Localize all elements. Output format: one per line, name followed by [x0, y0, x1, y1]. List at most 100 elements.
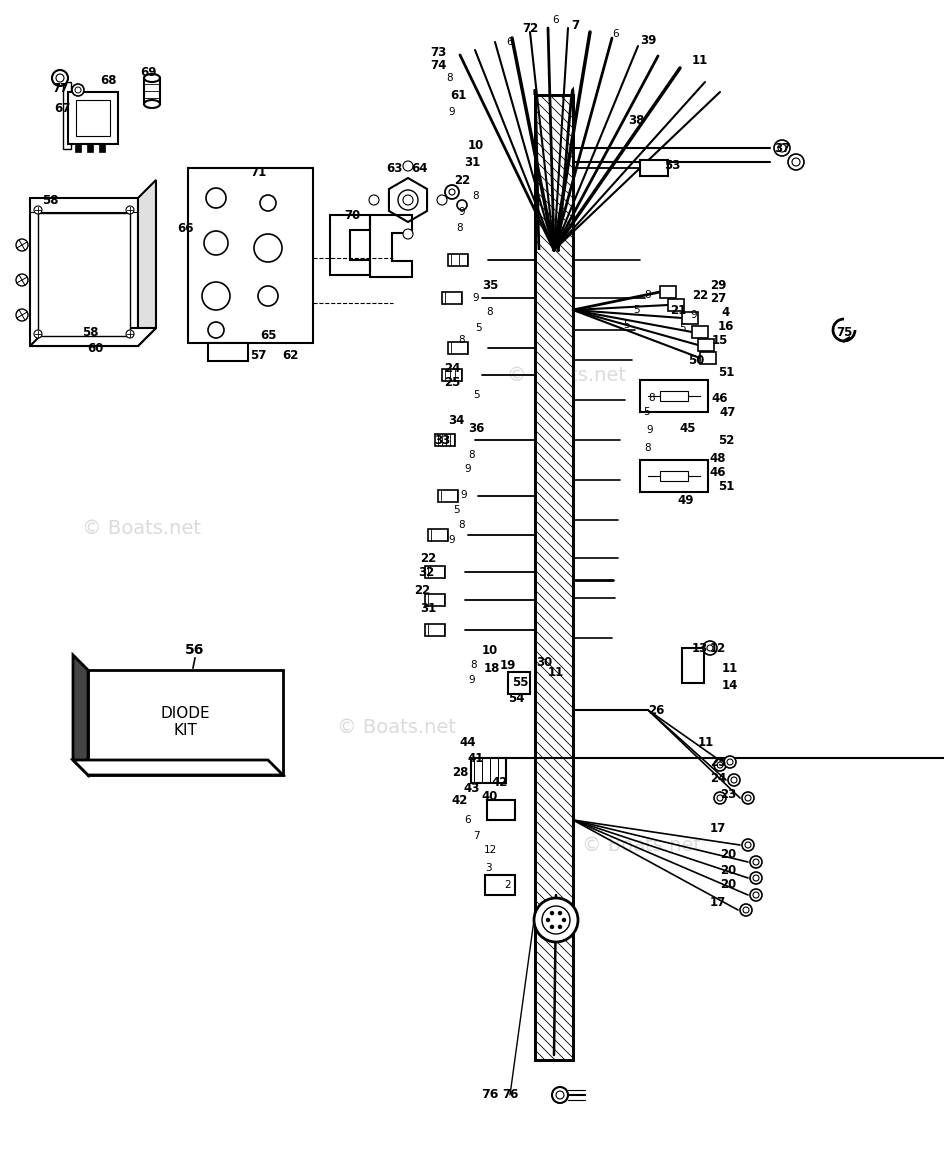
- Text: 58: 58: [42, 194, 59, 207]
- Text: 3: 3: [484, 863, 491, 873]
- Text: 20: 20: [720, 878, 736, 891]
- Circle shape: [724, 756, 736, 768]
- Text: 7: 7: [473, 831, 480, 841]
- Circle shape: [403, 195, 413, 205]
- Text: 40: 40: [481, 789, 498, 803]
- Text: 75: 75: [835, 325, 852, 338]
- Bar: [448, 254, 468, 266]
- Text: 76: 76: [502, 1088, 518, 1101]
- Bar: [425, 566, 445, 578]
- Text: 49: 49: [678, 493, 694, 506]
- Text: 5: 5: [453, 505, 460, 515]
- Text: 46: 46: [712, 391, 728, 405]
- Circle shape: [714, 792, 726, 804]
- Circle shape: [254, 234, 282, 262]
- Text: 8: 8: [645, 290, 651, 301]
- Text: 69: 69: [140, 66, 157, 79]
- Text: 47: 47: [720, 405, 736, 418]
- Text: 9: 9: [448, 535, 455, 545]
- Text: 67: 67: [54, 101, 70, 115]
- Text: 39: 39: [640, 34, 656, 47]
- Circle shape: [745, 795, 751, 801]
- Circle shape: [753, 892, 759, 898]
- Circle shape: [743, 908, 749, 913]
- Circle shape: [126, 330, 134, 338]
- Polygon shape: [30, 328, 156, 346]
- Bar: [668, 299, 684, 311]
- Circle shape: [72, 85, 84, 96]
- Circle shape: [16, 239, 28, 251]
- Text: 22: 22: [413, 583, 430, 596]
- Text: 9: 9: [464, 464, 471, 474]
- Text: 29: 29: [710, 278, 726, 291]
- Text: 74: 74: [430, 59, 447, 72]
- Bar: [435, 434, 455, 446]
- Text: 11: 11: [548, 666, 565, 679]
- Bar: [640, 160, 668, 176]
- Text: 36: 36: [468, 421, 484, 434]
- Text: 56: 56: [185, 643, 205, 657]
- Circle shape: [16, 274, 28, 286]
- Circle shape: [556, 1091, 564, 1099]
- Circle shape: [552, 1087, 568, 1104]
- Bar: [692, 326, 708, 338]
- Text: 18: 18: [484, 661, 500, 675]
- Circle shape: [753, 859, 759, 865]
- Circle shape: [534, 898, 578, 942]
- Text: 63: 63: [386, 162, 402, 175]
- Text: 61: 61: [449, 88, 466, 101]
- Text: 66: 66: [177, 222, 194, 235]
- Circle shape: [208, 322, 224, 338]
- Text: 24: 24: [710, 771, 726, 784]
- Circle shape: [753, 875, 759, 880]
- Text: 46: 46: [710, 466, 726, 479]
- Text: 2: 2: [505, 880, 512, 890]
- Text: 17: 17: [710, 896, 726, 909]
- Circle shape: [542, 906, 570, 935]
- Bar: [144, 77, 160, 104]
- Text: 52: 52: [717, 433, 734, 446]
- Text: 42: 42: [452, 794, 468, 807]
- Bar: [700, 352, 716, 364]
- Text: 68: 68: [100, 74, 116, 87]
- Text: 19: 19: [499, 659, 516, 672]
- Circle shape: [788, 154, 804, 170]
- Bar: [682, 312, 698, 324]
- Text: 22: 22: [454, 174, 470, 187]
- Text: 8: 8: [459, 335, 465, 345]
- Text: 23: 23: [720, 789, 736, 802]
- Circle shape: [731, 777, 737, 783]
- Text: 42: 42: [492, 776, 508, 789]
- Bar: [75, 144, 81, 151]
- Circle shape: [260, 195, 276, 211]
- Circle shape: [403, 161, 413, 171]
- Text: 12: 12: [710, 641, 726, 654]
- Circle shape: [56, 74, 64, 82]
- Circle shape: [449, 189, 455, 195]
- Text: 44: 44: [460, 735, 477, 749]
- Text: 45: 45: [680, 421, 697, 434]
- Text: 41: 41: [468, 751, 484, 764]
- Circle shape: [727, 760, 733, 765]
- Ellipse shape: [144, 74, 160, 82]
- Circle shape: [202, 282, 230, 310]
- Text: 4: 4: [722, 305, 730, 318]
- Circle shape: [206, 188, 226, 208]
- Text: © Boats.net: © Boats.net: [507, 366, 626, 385]
- Text: 6: 6: [613, 29, 619, 39]
- Text: 48: 48: [710, 452, 726, 465]
- Text: 5: 5: [643, 407, 649, 417]
- Text: 20: 20: [720, 864, 736, 877]
- Polygon shape: [73, 655, 88, 775]
- Text: 70: 70: [344, 209, 360, 222]
- Text: 51: 51: [717, 479, 734, 493]
- Text: 50: 50: [688, 353, 704, 366]
- Text: 5: 5: [475, 323, 481, 333]
- Text: 24: 24: [444, 362, 460, 375]
- Bar: [485, 875, 515, 895]
- Text: 8: 8: [487, 306, 494, 317]
- Text: 38: 38: [628, 114, 644, 127]
- Text: 32: 32: [418, 566, 434, 579]
- Bar: [535, 95, 573, 1060]
- Circle shape: [562, 918, 566, 922]
